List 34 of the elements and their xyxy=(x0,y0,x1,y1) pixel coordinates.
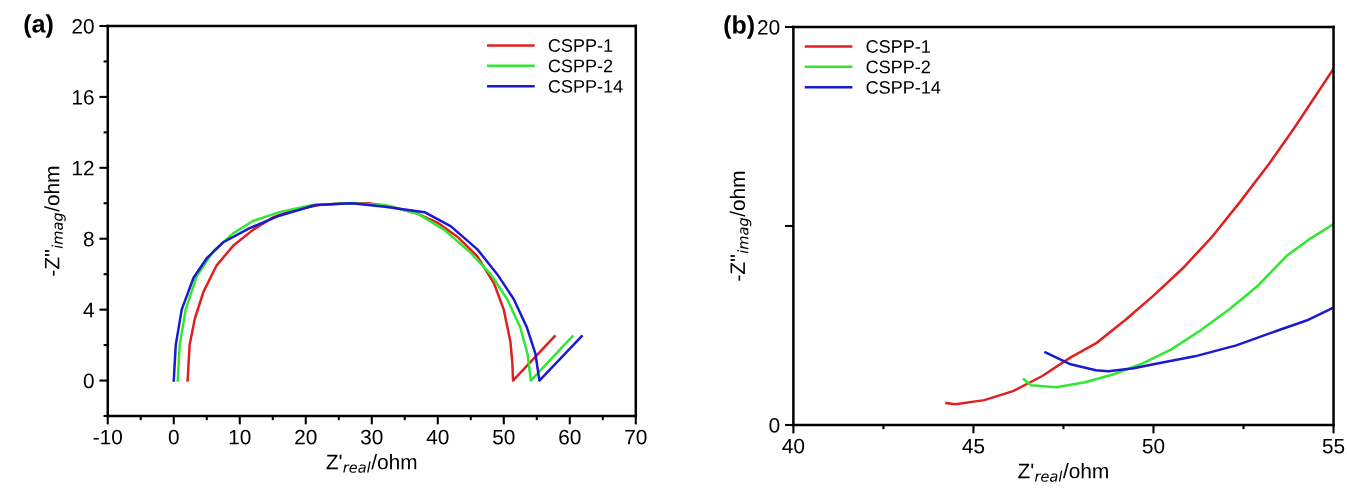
legend-label: CSPP-1 xyxy=(866,40,930,53)
x-axis-title: Z'$_{real}$/ohm xyxy=(1018,463,1108,482)
legend-label: CSPP-2 xyxy=(548,59,613,73)
x-tick-label: 20 xyxy=(295,429,317,445)
x-tick-label: 50 xyxy=(493,429,515,445)
legend-label: CSPP-1 xyxy=(548,39,613,52)
x-tick-label: 45 xyxy=(962,438,985,454)
x-tick-label: 70 xyxy=(625,429,647,445)
y-tick-label: 4 xyxy=(83,302,94,318)
x-tick-label: 40 xyxy=(426,429,449,445)
y-tick-label: 8 xyxy=(83,231,94,247)
legend-label: CSPP-2 xyxy=(866,60,930,74)
x-tick-label: 55 xyxy=(1322,438,1345,454)
x-tick-label: 10 xyxy=(229,429,251,445)
x-tick-label: 60 xyxy=(559,429,581,445)
chart-title: (b) xyxy=(724,15,754,39)
y-axis-title: -Z''$_{imag}$/ohm xyxy=(44,166,66,276)
line-series xyxy=(1044,306,1334,373)
chart-title: (a) xyxy=(24,14,53,38)
x-tick-label: 30 xyxy=(360,429,383,445)
x-tick-label: 40 xyxy=(782,438,805,454)
x-axis-title: Z'$_{real}$/ohm xyxy=(326,454,417,473)
y-tick-label: 20 xyxy=(72,19,94,34)
line-series xyxy=(1022,222,1334,389)
line-series xyxy=(945,67,1334,406)
x-tick-label: -10 xyxy=(93,429,122,445)
y-axis-title: -Z''$_{imag}$/ohm xyxy=(729,171,752,281)
legend-label: CSPP-14 xyxy=(866,81,941,94)
y-tick-label: 0 xyxy=(83,373,94,389)
x-tick-label: 0 xyxy=(168,429,179,445)
x-tick-label: 50 xyxy=(1142,438,1165,454)
y-tick-label: 16 xyxy=(72,89,94,105)
legend-label: CSPP-14 xyxy=(548,80,623,93)
y-tick-label: 12 xyxy=(72,160,94,176)
